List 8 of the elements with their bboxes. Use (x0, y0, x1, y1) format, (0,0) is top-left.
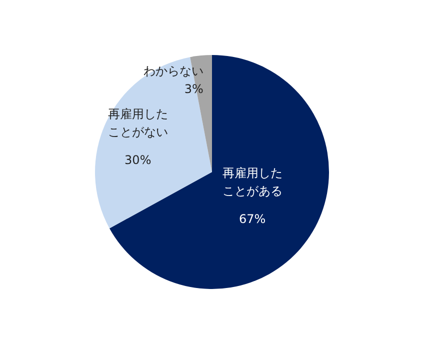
data-label: 3% (184, 82, 204, 96)
data-label: 67% (238, 212, 266, 226)
data-label: 30% (124, 153, 152, 168)
pie-slice (95, 57, 212, 228)
slice-label: 再雇用したことがない (108, 107, 168, 140)
slice-label: わからない (143, 64, 204, 78)
pie-slice (109, 55, 329, 289)
slice-label: 再雇用したことがある (222, 166, 282, 198)
